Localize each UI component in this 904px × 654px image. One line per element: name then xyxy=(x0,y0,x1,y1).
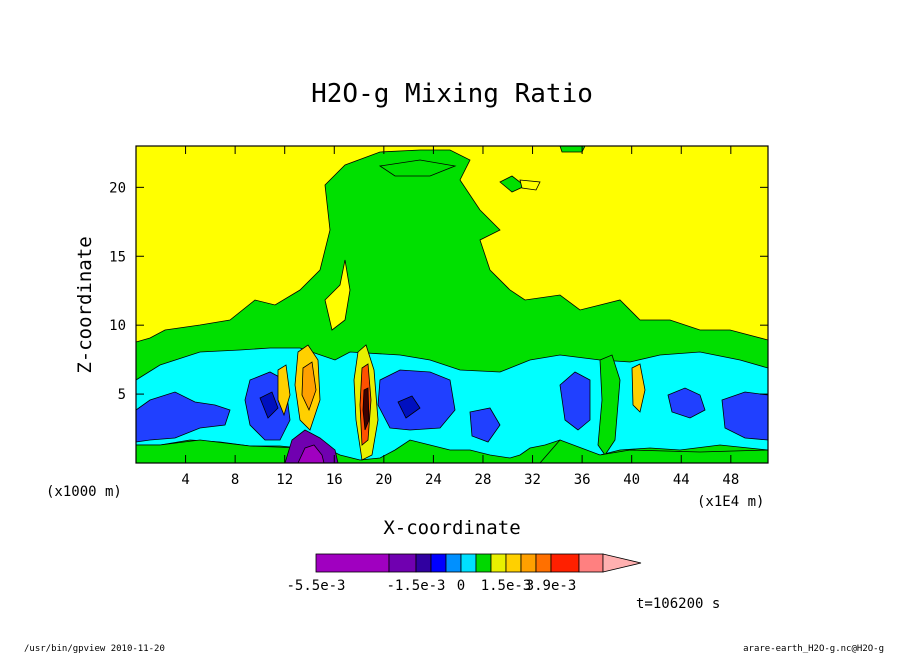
region-yellow-patch xyxy=(519,179,541,191)
chart-title: H2O-g Mixing Ratio xyxy=(311,79,593,109)
x-tick-label: 4 xyxy=(181,472,189,488)
x-axis-label: X-coordinate xyxy=(383,517,520,539)
region-purple-core xyxy=(297,444,325,463)
region-blue-1 xyxy=(136,391,231,443)
y-tick-label: 5 xyxy=(118,387,126,403)
colorbar-segment xyxy=(430,553,447,573)
x-tick-label: 20 xyxy=(375,472,392,488)
x-tick-label: 16 xyxy=(326,472,343,488)
region-green-floor xyxy=(136,439,301,463)
colorbar-tick-label: -5.5e-3 xyxy=(286,578,345,594)
colorbar-tick-label: 3.9e-3 xyxy=(526,578,577,594)
colorbar-segment xyxy=(460,553,477,573)
colorbar-segment xyxy=(315,553,390,573)
x-tick-label: 40 xyxy=(623,472,640,488)
colorbar-segment xyxy=(550,553,580,573)
colorbar-segment xyxy=(520,553,537,573)
region-blue-7 xyxy=(721,391,768,441)
y-axis: 5 10 15 20 xyxy=(109,180,768,403)
region-blue-5 xyxy=(559,371,591,431)
y-tick-label: 15 xyxy=(109,249,126,265)
colorbar-tick-label: -1.5e-3 xyxy=(386,578,445,594)
colorbar-segment xyxy=(475,553,492,573)
region-green-top2 xyxy=(378,159,457,177)
y-axis-label: Z-coordinate xyxy=(74,236,96,373)
x-tick-label: 28 xyxy=(475,472,492,488)
x-unit-left: (x1000 m) xyxy=(46,484,122,500)
region-darkblue-2 xyxy=(397,395,421,419)
region-darkblue-1 xyxy=(259,391,279,419)
colorbar-segment xyxy=(415,553,432,573)
region-yellow-inner xyxy=(324,259,351,331)
colorbar-segment xyxy=(535,553,552,573)
x-unit-right: (x1E4 m) xyxy=(697,494,764,510)
plot-area xyxy=(136,146,768,463)
colorbar-tick-label: 0 xyxy=(457,578,465,594)
y-tick-label: 20 xyxy=(109,180,126,196)
region-plume-4 xyxy=(631,363,646,413)
colorbar-extension xyxy=(602,553,642,573)
region-plume-1-inner xyxy=(301,361,317,412)
x-tick-label: 32 xyxy=(524,472,541,488)
region-plume-3-core xyxy=(362,387,370,431)
region-blue-6 xyxy=(667,387,706,419)
region-green-top xyxy=(559,146,586,153)
footer-right: arare-earth_H2O-g.nc@H2O-g xyxy=(743,644,884,654)
x-tick-label: 44 xyxy=(673,472,690,488)
colorbar xyxy=(315,553,642,573)
region-plume-2 xyxy=(277,364,291,417)
region-green-floor2 xyxy=(539,439,768,463)
colorbar-segment xyxy=(490,553,507,573)
plot-frame xyxy=(135,145,769,464)
footer-left: /usr/bin/gpview 2010-11-20 xyxy=(24,644,165,654)
y-tick-label: 10 xyxy=(109,318,126,334)
x-axis: 4 8 12 16 20 24 28 32 36 40 44 48 xyxy=(181,146,739,488)
colorbar-segment xyxy=(445,553,462,573)
x-tick-label: 48 xyxy=(722,472,739,488)
colorbar-segment xyxy=(578,553,604,573)
time-label: t=106200 s xyxy=(636,596,720,612)
region-blue-4 xyxy=(469,407,501,443)
x-tick-label: 36 xyxy=(574,472,591,488)
colorbar-segment xyxy=(388,553,417,573)
colorbar-segment xyxy=(505,553,522,573)
colorbar-tick-label: 1.5e-3 xyxy=(481,578,532,594)
region-blue-3 xyxy=(377,369,456,431)
region-cyan-hole xyxy=(597,354,621,456)
x-tick-label: 8 xyxy=(231,472,239,488)
colorbar-labels: -5.5e-3 -1.5e-3 0 1.5e-33.9e-3 xyxy=(286,578,576,594)
x-tick-label: 12 xyxy=(276,472,293,488)
x-tick-label: 24 xyxy=(425,472,442,488)
